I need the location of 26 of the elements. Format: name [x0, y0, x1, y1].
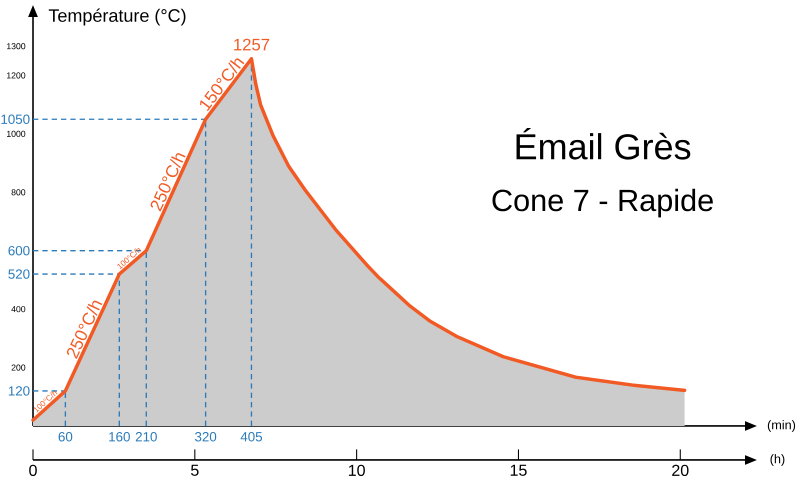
- x-tick-label: 320: [194, 432, 216, 442]
- ref-line-label: 1050: [1, 114, 30, 124]
- x2-axis-title: (h): [770, 454, 784, 466]
- ref-line-label: 600: [8, 246, 30, 256]
- x-tick-label: 160: [109, 432, 130, 442]
- y-tick-label: 400: [11, 306, 26, 312]
- x-axis-title: (min): [768, 420, 796, 432]
- ref-line-label: 120: [8, 386, 30, 396]
- y-tick-label: 1300: [7, 43, 26, 50]
- x2-tick-label: 5: [191, 464, 199, 476]
- annotation: 1257: [234, 38, 270, 50]
- y-tick-label: 1200: [7, 72, 26, 78]
- x2-tick-label: 15: [510, 464, 527, 476]
- x-tick-label: 60: [58, 432, 72, 442]
- y-axis-title: Température (°C): [48, 8, 186, 26]
- y-tick-label: 1000: [7, 130, 26, 137]
- x2-tick-label: 10: [348, 464, 365, 476]
- x2-tick-label: 20: [672, 464, 689, 476]
- x-tick-label: 210: [136, 432, 157, 442]
- text: Cone 7 - Rapide: [492, 188, 713, 218]
- x-tick-label: 405: [240, 432, 262, 442]
- x2-tick-label: 0: [29, 464, 37, 476]
- y-tick-label: 800: [12, 189, 26, 196]
- ref-line-label: 520: [8, 269, 30, 279]
- y-tick-label: 200: [12, 364, 26, 371]
- text: Émail Grès: [516, 128, 690, 160]
